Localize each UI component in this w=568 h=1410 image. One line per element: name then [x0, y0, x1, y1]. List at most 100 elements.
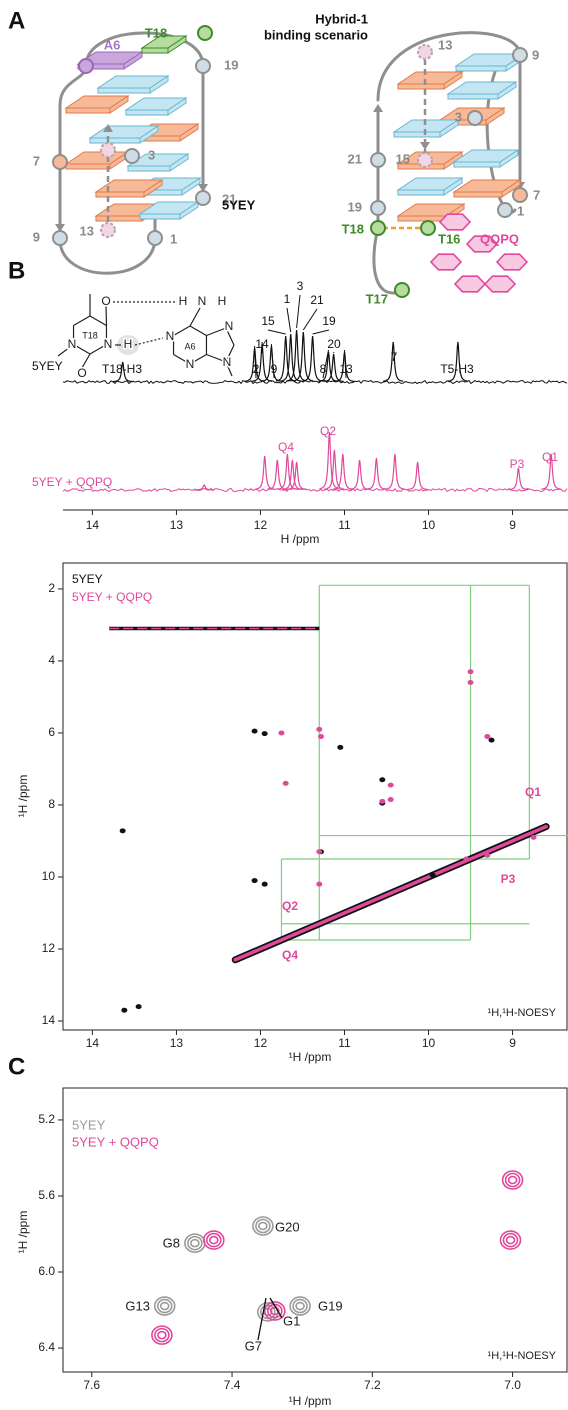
- y-tick-label: 6.0: [38, 1264, 55, 1278]
- ligand-ring: [453, 275, 487, 293]
- cross-peak: [316, 881, 323, 887]
- contour: [267, 1303, 283, 1319]
- tetrad-side: [169, 153, 189, 172]
- ligand-ring: [495, 253, 529, 271]
- bond: [173, 353, 191, 365]
- residue-node: [195, 190, 211, 206]
- label: binding scenario: [264, 27, 368, 42]
- contour: [187, 1235, 203, 1251]
- x-tick-label: 12: [254, 1036, 268, 1050]
- assignment-label: Q2: [282, 899, 298, 913]
- contour: [501, 1170, 524, 1190]
- tetrad-front: [393, 131, 441, 138]
- bond: [81, 353, 91, 369]
- assignment-label: G19: [318, 1298, 343, 1313]
- bond: [206, 327, 227, 337]
- base-label: T18: [82, 330, 98, 340]
- assignment-label: G13: [125, 1298, 150, 1313]
- atom-label: N: [198, 294, 207, 308]
- tetrad-front: [141, 47, 169, 54]
- bond: [89, 315, 107, 327]
- cross-peak: [463, 856, 470, 862]
- legend-label: 5YEY: [72, 1117, 106, 1132]
- x-tick-label: 10: [422, 518, 436, 532]
- tetrad-side: [149, 75, 169, 94]
- peak-label: 1: [284, 292, 291, 306]
- label: T16: [438, 231, 460, 246]
- y-tick-label: 8: [48, 797, 55, 811]
- assignment-label: G1: [283, 1313, 300, 1328]
- label: 15: [396, 151, 410, 166]
- label: A6: [104, 37, 121, 52]
- panel-label: B: [8, 257, 25, 284]
- residue-node: [394, 282, 410, 298]
- panel-label: C: [8, 1053, 25, 1080]
- label: 21: [222, 191, 236, 206]
- peak-label: Q2: [320, 424, 336, 438]
- residue-node: [52, 230, 68, 246]
- contour: [202, 1230, 225, 1250]
- label: 9: [532, 47, 539, 62]
- contour: [151, 1325, 173, 1345]
- contour: [292, 1298, 308, 1314]
- leader-line: [257, 1297, 267, 1341]
- residue-node: [417, 44, 433, 60]
- tetrad-front: [65, 163, 111, 170]
- tetrad-side: [181, 177, 201, 196]
- atom-label: H: [124, 337, 133, 351]
- contour: [505, 1235, 516, 1245]
- peak: [323, 353, 344, 383]
- residue-node: [370, 220, 386, 236]
- cross-peak: [467, 680, 474, 686]
- label: 7: [533, 187, 540, 202]
- tetrad-front: [89, 137, 141, 144]
- residue-node: [195, 58, 211, 74]
- cross-peak: [316, 726, 323, 732]
- baseline-noise: [62, 487, 568, 493]
- cross-peak: [387, 782, 394, 788]
- bond: [173, 325, 191, 337]
- peak: [275, 335, 296, 382]
- label: T17: [366, 291, 388, 306]
- assignment-label: G20: [275, 1219, 300, 1234]
- tetrad-front: [127, 165, 171, 172]
- label: 3: [455, 109, 462, 124]
- tetrad-front: [397, 215, 447, 222]
- residue-node: [370, 152, 386, 168]
- bond: [225, 327, 235, 346]
- tetrad-side: [109, 95, 129, 114]
- bond: [134, 337, 164, 346]
- backbone: [376, 31, 522, 102]
- panel-label: A: [8, 7, 25, 34]
- contour: [252, 1216, 274, 1236]
- peak-label: P3: [510, 457, 525, 471]
- contour: [205, 1232, 222, 1248]
- peak: [447, 341, 469, 382]
- peak: [293, 331, 314, 382]
- tetrad-front: [453, 191, 503, 198]
- peak: [282, 459, 303, 490]
- atom-label: N: [104, 337, 113, 351]
- tetrad-side: [167, 97, 187, 116]
- leader-line: [270, 343, 275, 379]
- contour: [153, 1296, 176, 1316]
- contour: [289, 1296, 311, 1316]
- cross-peak: [387, 797, 394, 803]
- peak-label: 9: [271, 362, 278, 376]
- residue-node: [52, 154, 68, 170]
- x-tick-label: 7.2: [364, 1378, 381, 1392]
- bond: [189, 307, 201, 327]
- diagonal: [233, 824, 548, 962]
- peak-label: 13: [339, 362, 353, 376]
- contour: [502, 1232, 519, 1248]
- tetrad-front: [95, 191, 145, 198]
- assignment-label: G7: [245, 1338, 262, 1353]
- peak-label: 7: [391, 350, 398, 364]
- peak: [349, 459, 370, 490]
- y-tick-label: 2: [48, 581, 55, 595]
- x-tick-label: 11: [338, 1036, 351, 1050]
- peak: [332, 453, 353, 490]
- cross-peak: [251, 728, 258, 734]
- label: 19: [348, 199, 362, 214]
- tetrad-front: [139, 213, 181, 220]
